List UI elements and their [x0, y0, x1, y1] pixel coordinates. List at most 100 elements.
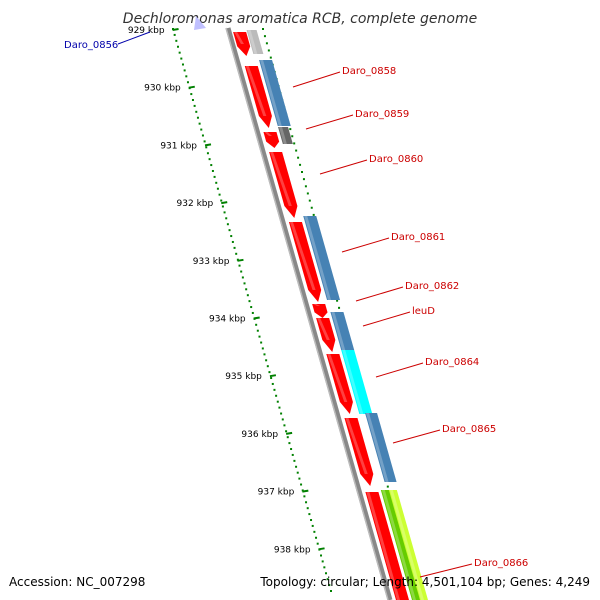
label-leader-line: [292, 71, 341, 88]
tick-dot: [193, 104, 196, 107]
gene-forward[interactable]: [244, 66, 272, 128]
label-leader-line: [392, 429, 441, 444]
tick-dot: [323, 566, 326, 569]
outer-tick-dot: [304, 185, 307, 188]
gene-forward[interactable]: [316, 318, 336, 352]
major-tick: [285, 431, 293, 435]
gene-label[interactable]: leuD: [412, 306, 435, 317]
gene-label[interactable]: Daro_0864: [425, 357, 479, 368]
gene-forward[interactable]: [263, 132, 280, 148]
gene-label[interactable]: Daro_0866: [474, 558, 528, 569]
gene-label[interactable]: Daro_0860: [369, 154, 423, 165]
tick-dot: [205, 146, 208, 149]
gene-track: [194, 16, 428, 600]
major-tick: [318, 547, 325, 551]
outer-tick-dot: [386, 485, 389, 488]
gene-forward[interactable]: [312, 304, 328, 318]
tick-dot: [208, 158, 211, 161]
tick-dot: [221, 205, 224, 208]
tick-label: 931 kbp: [160, 141, 197, 151]
map-title: Dechloromonas aromatica RCB, complete ge…: [123, 11, 477, 27]
tick-dot: [286, 436, 289, 439]
gene-shine: [327, 354, 348, 402]
tick-dot: [178, 51, 181, 54]
gene-hypothetical[interactable]: [278, 127, 293, 144]
tick-dot: [218, 193, 221, 196]
tick-label: 935 kbp: [225, 372, 262, 382]
outer-tick-dot: [262, 28, 264, 30]
outer-tick-dot: [267, 49, 270, 52]
genome-backbone-highlight: [225, 27, 389, 600]
major-tick: [269, 374, 277, 378]
gene-green[interactable]: [380, 490, 422, 600]
gene-label[interactable]: Daro_0858: [342, 66, 396, 77]
gene-shine: [331, 312, 346, 350]
gene-forward[interactable]: [288, 222, 322, 302]
gene-shine: [260, 60, 282, 126]
tick-dot: [220, 199, 223, 202]
gene-forward[interactable]: [326, 354, 353, 414]
tick-dot: [325, 572, 328, 575]
tick-label: 936 kbp: [241, 430, 278, 440]
major-tick: [237, 258, 244, 262]
gene-label[interactable]: Daro_0859: [355, 109, 409, 120]
gene-shine: [264, 132, 272, 136]
tick-dot: [285, 430, 288, 433]
tick-dot: [260, 341, 263, 344]
tick-dot: [306, 507, 309, 510]
tick-dot: [191, 98, 194, 101]
tick-dot: [256, 329, 259, 332]
gene-forward[interactable]: [365, 492, 409, 600]
tick-dot: [313, 530, 316, 533]
label-leader-line: [375, 362, 424, 378]
gene-label[interactable]: Daro_0865: [442, 424, 496, 435]
tick-dot: [266, 365, 269, 368]
outer-tick-dot: [338, 306, 341, 309]
tick-dot: [226, 223, 229, 226]
gene-shine: [381, 490, 416, 600]
gene-forward[interactable]: [233, 32, 251, 56]
major-tick: [221, 201, 228, 205]
gene-reverse[interactable]: [259, 60, 291, 126]
gene-label[interactable]: Daro_0862: [405, 281, 459, 292]
tick-dot: [241, 276, 244, 279]
gene-shine: [247, 30, 258, 54]
tick-dot: [175, 39, 178, 42]
gene-labels: Daro_0856 Daro_0858 Daro_0859 Daro_0860 Daro…: [64, 31, 528, 578]
tick-dot: [196, 116, 199, 119]
gene-reverse[interactable]: [303, 216, 341, 300]
tick-dot: [200, 128, 203, 131]
tick-dot: [278, 406, 281, 409]
gene-yellow[interactable]: [388, 490, 428, 600]
tick-dot: [245, 288, 248, 291]
outer-tick-dot: [295, 149, 298, 152]
gene-label[interactable]: Daro_0861: [391, 232, 445, 243]
tick-label: 933 kbp: [193, 257, 230, 267]
gene-reverse[interactable]: [330, 312, 355, 350]
gene-shine: [317, 318, 330, 340]
tick-dot: [288, 442, 291, 445]
gene-label[interactable]: Daro_0856: [64, 40, 118, 51]
major-tick: [302, 489, 309, 493]
tick-marks: 929 kbp 930 kbp 931 kbp 932 kbp 933 kbp 934 k…: [128, 26, 325, 555]
tick-track: [172, 28, 332, 592]
tick-dot: [240, 270, 243, 273]
tick-dot: [320, 554, 323, 557]
tick-dot: [311, 524, 314, 527]
gene-forward[interactable]: [269, 152, 298, 218]
gene-hypothetical[interactable]: [246, 30, 264, 54]
tick-dot: [298, 477, 301, 480]
outer-tick-dot: [289, 128, 292, 131]
tick-dot: [236, 258, 239, 261]
gene-highlight[interactable]: [341, 350, 373, 414]
outer-tick-dot: [297, 156, 300, 159]
tick-dot: [206, 152, 209, 155]
tick-dot: [225, 217, 228, 220]
gene-forward[interactable]: [344, 418, 374, 486]
tick-dot: [228, 229, 231, 232]
tick-label: 929 kbp: [128, 26, 165, 36]
gene-reverse[interactable]: [365, 413, 397, 482]
genome-backbone: [225, 27, 393, 600]
tick-dot: [181, 63, 184, 66]
tick-dot: [268, 371, 271, 374]
